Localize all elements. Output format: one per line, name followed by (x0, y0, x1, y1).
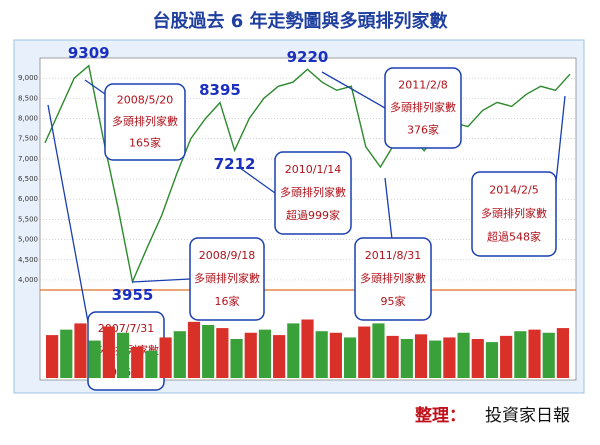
callout-text: 多頭排列家數 (112, 114, 178, 128)
volume-bar (400, 339, 413, 378)
callout-arrow (131, 278, 191, 283)
y-tick-label: 4,000 (18, 276, 38, 284)
volume-bar (542, 332, 555, 378)
volume-bar (429, 340, 442, 378)
callout-arrow (239, 167, 276, 194)
volume-bar (500, 335, 513, 378)
volume-bar (173, 331, 186, 378)
callout-text: 超過548家 (487, 230, 541, 244)
callout-text: 多頭排列家數 (481, 206, 547, 220)
callout-text: 多頭排列家數 (280, 185, 346, 199)
callout-box (354, 237, 432, 321)
volume-bar (116, 332, 130, 378)
callout-box (471, 171, 557, 257)
volume-bar (46, 335, 59, 378)
y-tick-label: 5,500 (18, 215, 38, 223)
volume-bar (145, 350, 158, 378)
y-tick-label: 7,500 (18, 135, 38, 143)
volume-bar (88, 340, 101, 378)
volume-bar (514, 331, 527, 378)
callout-box (384, 67, 462, 149)
volume-bar (457, 332, 470, 378)
callout-arrow (47, 104, 89, 323)
y-tick-label: 7,000 (18, 155, 38, 163)
y-tick-label: 4,500 (18, 256, 38, 264)
volume-bar (131, 346, 144, 378)
volume-bar (386, 335, 399, 378)
callout-text: 多頭排列家數 (390, 100, 456, 114)
credit-label: 整理： (415, 405, 466, 426)
point-label: 9309 (68, 44, 110, 62)
callout-date: 2014/2/5 (489, 183, 538, 196)
volume-bar (301, 319, 314, 378)
volume-bar (329, 332, 342, 378)
volume-bar (287, 323, 300, 378)
volume-bar (159, 337, 172, 378)
volume-bar (202, 324, 215, 378)
y-tick-label: 5,000 (18, 236, 38, 244)
volume-bar (414, 334, 428, 378)
title: 台股過去 6 年走勢圖與多頭排列家數 (152, 10, 447, 32)
callout-date: 2010/1/14 (285, 163, 341, 176)
y-tick-label: 8,000 (18, 115, 38, 123)
volume-bar (60, 329, 73, 378)
volume-bar (315, 331, 328, 378)
callout-arrow (555, 95, 566, 183)
y-tick-label: 8,500 (18, 94, 38, 102)
callout-date: 2011/2/8 (398, 79, 447, 92)
callout-box (274, 151, 352, 235)
callout-text: 多頭排列家數 (194, 271, 260, 285)
y-tick-label: 9,000 (18, 74, 38, 82)
callout-text: 376家 (407, 122, 439, 136)
credit-source: 投資家日報 (485, 406, 570, 426)
callout-arrow (384, 177, 394, 249)
volume-bar (528, 329, 541, 378)
callout-text: 165家 (129, 135, 161, 149)
callout-text: 多頭排列家數 (360, 271, 426, 285)
volume-bar (343, 337, 357, 378)
callout-box (104, 83, 186, 161)
volume-bar (485, 342, 499, 378)
callout-text: 超過999家 (286, 208, 340, 222)
callout-date: 2008/9/18 (199, 249, 255, 262)
y-tick-label: 6,000 (18, 195, 38, 203)
point-label: 9220 (287, 48, 329, 66)
y-tick-label: 6,500 (18, 175, 38, 183)
callout-text: 95家 (381, 294, 406, 308)
callout-date: 2011/8/31 (365, 249, 421, 262)
volume-bar (556, 328, 569, 378)
volume-bar (74, 323, 87, 378)
volume-bar (372, 323, 385, 378)
volume-bar (258, 329, 272, 378)
point-label: 3955 (112, 286, 154, 304)
volume-bar (358, 326, 371, 378)
callout-arrow (84, 79, 106, 95)
callout-text: 16家 (215, 294, 240, 308)
volume-bar (187, 321, 201, 378)
volume-bar (230, 339, 243, 378)
point-label: 8395 (199, 81, 241, 99)
callout-date: 2008/5/20 (117, 94, 173, 107)
volume-bar (443, 337, 456, 378)
volume-bar (471, 339, 484, 378)
volume-bar (244, 332, 257, 378)
callout-box (189, 237, 265, 321)
volume-bar (102, 326, 115, 378)
volume-bar (216, 328, 229, 378)
callout-arrow (321, 71, 386, 109)
point-label: 7212 (214, 155, 256, 173)
volume-bar (273, 335, 286, 378)
